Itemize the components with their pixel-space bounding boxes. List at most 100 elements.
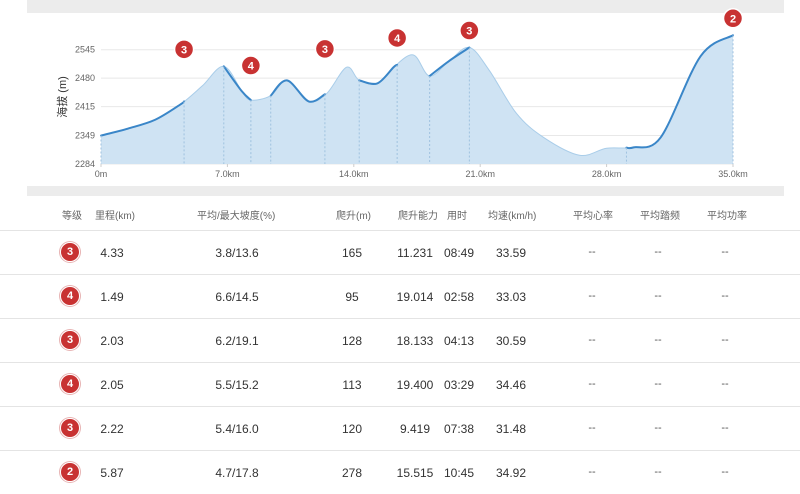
table-row: 4 2.05 5.5/15.2 113 19.400 03:29 34.46 -- -- -- bbox=[0, 362, 800, 406]
climb-segment-line bbox=[625, 34, 734, 150]
cell-cadence: -- bbox=[654, 466, 662, 478]
x-tick-label: 28.0km bbox=[592, 169, 622, 179]
cell-cadence: -- bbox=[654, 334, 662, 346]
cell-speed: 34.92 bbox=[495, 466, 527, 480]
cell-hr: -- bbox=[588, 466, 596, 478]
climb-segment-line bbox=[358, 63, 399, 85]
y-tick-label: 2349 bbox=[75, 131, 95, 141]
table-row: 4 1.49 6.6/14.5 95 19.014 02:58 33.03 -- -- -- bbox=[0, 274, 800, 318]
cell-distance: 5.87 bbox=[100, 466, 124, 480]
column-header: 平均心率 bbox=[573, 211, 613, 222]
cell-power: -- bbox=[721, 290, 729, 302]
cell-distance: 4.33 bbox=[100, 246, 124, 260]
climb-grade-badge bbox=[173, 39, 195, 60]
column-header: 均速(km/h) bbox=[488, 211, 537, 222]
cell-climb: 165 bbox=[341, 246, 363, 260]
climb-grade-badge bbox=[722, 8, 744, 29]
column-header: 平均/最大坡度(%) bbox=[197, 211, 276, 222]
cell-distance: 2.22 bbox=[100, 422, 124, 436]
y-tick-label: 2545 bbox=[75, 45, 95, 55]
climb-grade-badge bbox=[386, 27, 408, 49]
cell-climb: 128 bbox=[341, 334, 363, 348]
climb-segment-line bbox=[269, 79, 326, 103]
y-tick-label: 2415 bbox=[75, 102, 95, 112]
cell-ability: 9.419 bbox=[399, 422, 431, 436]
section-divider bbox=[27, 186, 784, 196]
cell-slope: 3.8/13.6 bbox=[215, 246, 259, 260]
cell-power: -- bbox=[721, 422, 729, 434]
cell-cadence: -- bbox=[654, 422, 662, 434]
cell-ability: 11.231 bbox=[397, 246, 433, 260]
cell-ability: 19.014 bbox=[396, 290, 434, 304]
climb-grade-label: 3 bbox=[181, 44, 187, 56]
climb-segment-line bbox=[222, 65, 252, 102]
climb-grade-label: 2 bbox=[730, 13, 736, 25]
grade-badge: 2 bbox=[60, 462, 80, 482]
cell-ability: 19.400 bbox=[396, 378, 434, 392]
column-header: 平均踏频 bbox=[640, 211, 680, 222]
grade-badge: 4 bbox=[60, 286, 80, 306]
cell-hr: -- bbox=[588, 378, 596, 390]
column-header: 里程(km) bbox=[95, 211, 135, 222]
column-header: 爬升能力 bbox=[398, 211, 438, 222]
cell-cadence: -- bbox=[654, 290, 662, 302]
grade-badge: 3 bbox=[60, 330, 80, 350]
cell-climb: 120 bbox=[341, 422, 363, 436]
cell-time: 03:29 bbox=[443, 378, 475, 392]
cell-slope: 6.6/14.5 bbox=[215, 290, 259, 304]
climb-grade-label: 3 bbox=[466, 26, 472, 38]
climb-grade-label: 4 bbox=[394, 33, 401, 45]
x-tick-label: 0m bbox=[95, 169, 108, 179]
top-band bbox=[27, 0, 784, 13]
column-header: 用时 bbox=[447, 211, 467, 222]
cell-slope: 4.7/17.8 bbox=[215, 466, 259, 480]
cell-cadence: -- bbox=[654, 378, 662, 390]
cell-climb: 95 bbox=[345, 290, 359, 304]
cell-power: -- bbox=[721, 378, 729, 390]
climb-grade-badge bbox=[459, 20, 480, 41]
x-tick-label: 35.0km bbox=[718, 169, 748, 179]
elevation-chart-svg: 2284 2349 2415 2480 2545 0m 7.0km 14.0km 21.0km 2… bbox=[55, 8, 748, 179]
cell-distance: 1.49 bbox=[100, 290, 124, 304]
climb-table: 等级 里程(km) 平均/最大坡度(%) 爬升(m) 爬升能力 用时 均速(km/h) 平均心… bbox=[0, 196, 800, 494]
climb-grade-badge bbox=[240, 55, 262, 76]
cell-speed: 34.46 bbox=[495, 378, 527, 392]
x-tick-label: 21.0km bbox=[465, 169, 495, 179]
cell-ability: 15.515 bbox=[396, 466, 434, 480]
column-header: 等级 bbox=[62, 211, 82, 222]
cell-speed: 30.59 bbox=[495, 334, 527, 348]
column-header: 平均功率 bbox=[707, 211, 747, 222]
climb-table-header: 等级 里程(km) 平均/最大坡度(%) 爬升(m) 爬升能力 用时 均速(km/h) 平均心… bbox=[0, 196, 800, 230]
cell-hr: -- bbox=[588, 290, 596, 302]
y-axis-label: 海拔 (m) bbox=[55, 76, 69, 118]
cell-speed: 33.59 bbox=[495, 246, 527, 260]
cell-power: -- bbox=[721, 334, 729, 346]
elevation-chart: 2284 2349 2415 2480 2545 0m 7.0km 14.0km 21.0km 2… bbox=[0, 0, 800, 186]
cell-time: 04:13 bbox=[443, 334, 475, 348]
cell-time: 10:45 bbox=[443, 466, 475, 480]
x-tick-label: 7.0km bbox=[215, 169, 240, 179]
cell-speed: 31.48 bbox=[495, 422, 527, 436]
elevation-area bbox=[101, 35, 733, 165]
cell-climb: 113 bbox=[342, 378, 362, 392]
cell-climb: 278 bbox=[341, 466, 363, 480]
y-tick-label: 2284 bbox=[75, 159, 95, 169]
cell-hr: -- bbox=[588, 334, 596, 346]
climb-table-body: 3 4.33 3.8/13.6 165 11.231 08:49 33.59 -- -- -- 4 1… bbox=[0, 230, 800, 494]
cell-slope: 5.4/16.0 bbox=[215, 422, 259, 436]
table-row: 3 2.03 6.2/19.1 128 18.133 04:13 30.59 -- -- -- bbox=[0, 318, 800, 362]
climb-grade-badge bbox=[314, 38, 336, 60]
cell-time: 08:49 bbox=[443, 246, 475, 260]
cell-power: -- bbox=[721, 246, 729, 258]
grade-badge: 4 bbox=[60, 374, 80, 394]
table-row: 2 5.87 4.7/17.8 278 15.515 10:45 34.92 -- -- -- bbox=[0, 450, 800, 494]
y-tick-label: 2480 bbox=[75, 73, 95, 83]
table-row: 3 4.33 3.8/13.6 165 11.231 08:49 33.59 -- -- -- bbox=[0, 230, 800, 274]
cell-distance: 2.03 bbox=[100, 334, 124, 348]
climb-segment-line bbox=[100, 100, 186, 137]
cell-time: 07:38 bbox=[443, 422, 475, 436]
cell-time: 02:58 bbox=[443, 290, 475, 304]
cell-slope: 6.2/19.1 bbox=[215, 334, 259, 348]
cell-ability: 18.133 bbox=[396, 334, 434, 348]
climb-grade-label: 4 bbox=[248, 61, 255, 73]
